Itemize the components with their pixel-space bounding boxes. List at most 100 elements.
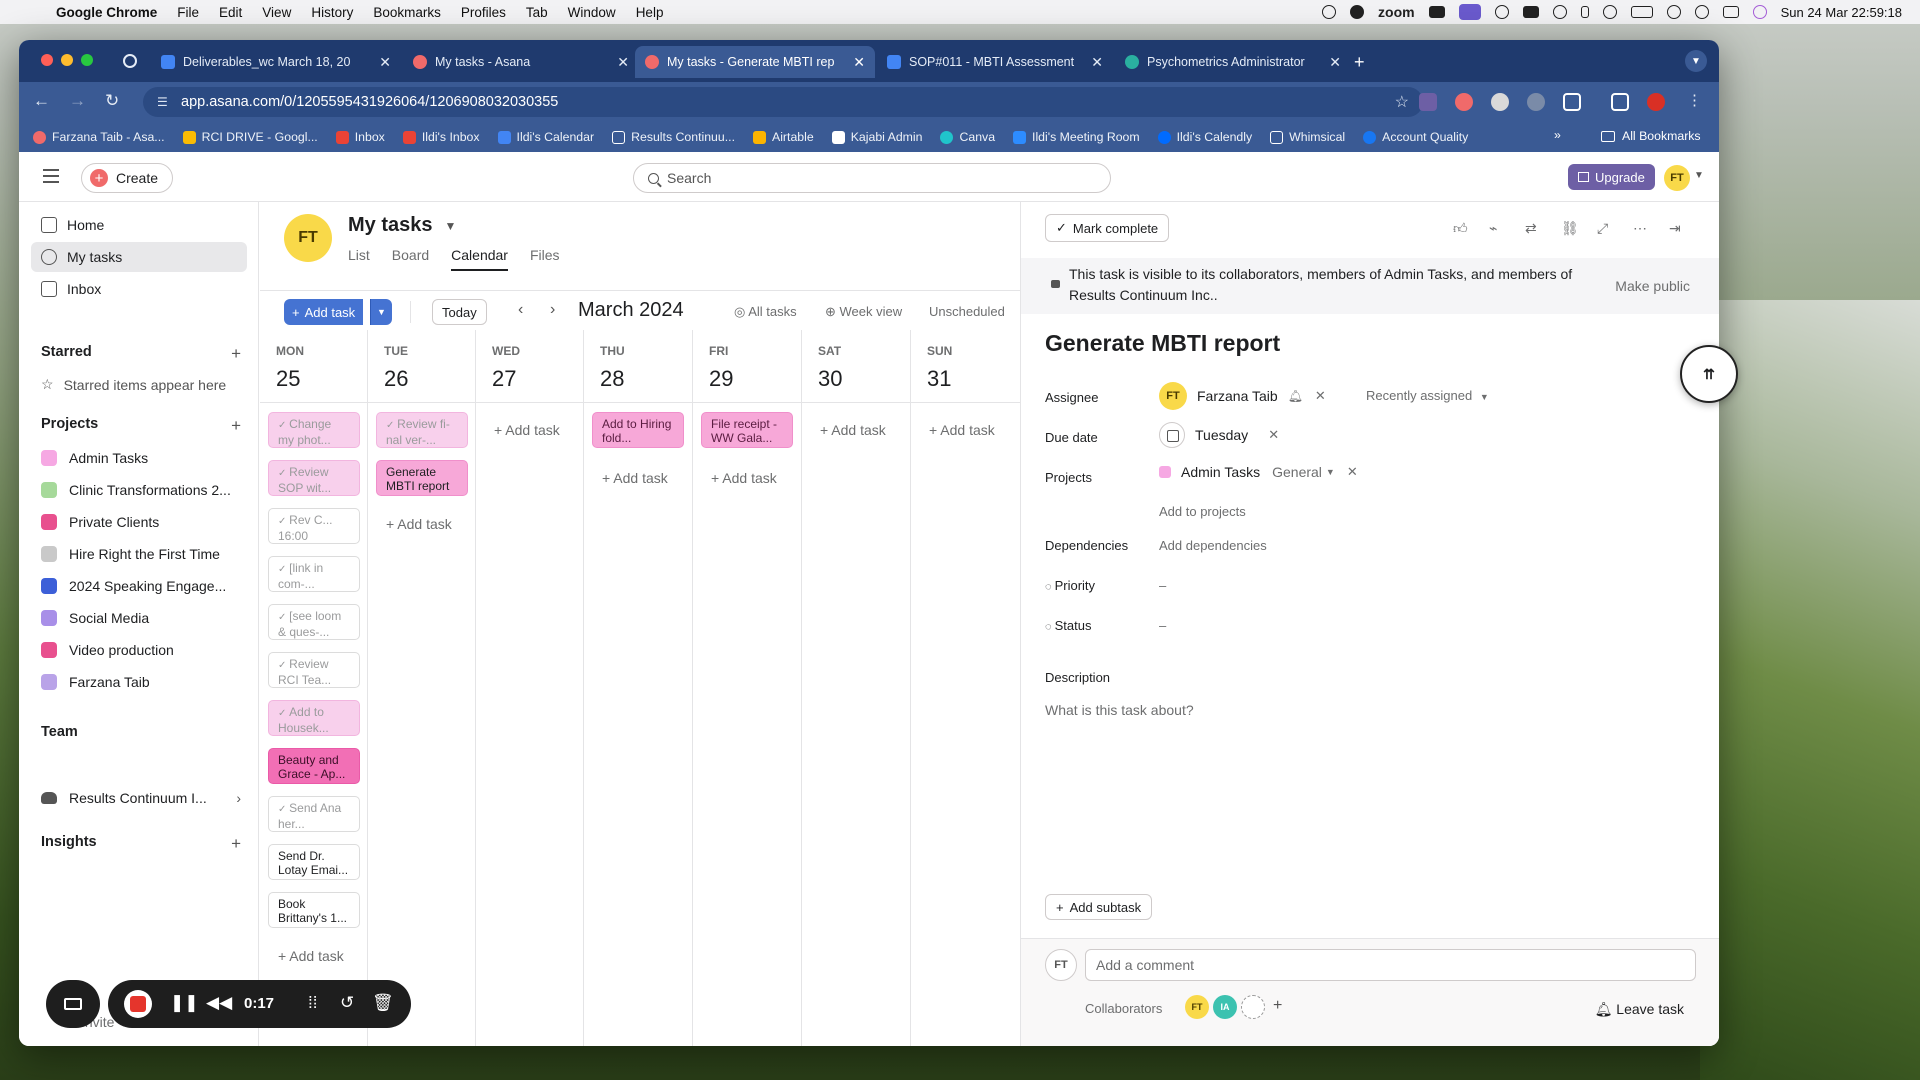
side-panel-icon[interactable]	[1611, 93, 1629, 111]
camera-toggle-button[interactable]	[46, 980, 100, 1028]
close-tab-icon[interactable]: ✕	[617, 53, 629, 70]
gear-icon[interactable]	[1350, 5, 1365, 19]
sidebar-item-inbox[interactable]: Inbox	[31, 274, 247, 304]
leave-task-button[interactable]: 🔔︎ Leave task	[1595, 1001, 1684, 1018]
search-input[interactable]: Search	[633, 163, 1111, 193]
menu-file[interactable]: File	[177, 4, 200, 20]
extension-icon[interactable]	[1527, 93, 1545, 111]
bookmark-item[interactable]: Results Continuu...	[612, 130, 735, 144]
description-input[interactable]: What is this task about?	[1045, 702, 1194, 718]
microphone-icon[interactable]	[1322, 5, 1337, 19]
close-pane-icon[interactable]: ⇥	[1669, 220, 1681, 236]
task-card[interactable]: [see loom & ques-...	[268, 604, 360, 640]
task-card[interactable]: [link in com-...	[268, 556, 360, 592]
create-button[interactable]: + Create	[81, 163, 174, 193]
task-card[interactable]: Send Ana her...	[268, 796, 360, 832]
bookmark-item[interactable]: RCI DRIVE - Googl...	[182, 130, 318, 144]
mark-complete-button[interactable]: ✓ Mark complete	[1045, 214, 1170, 242]
menu-edit[interactable]: Edit	[219, 4, 243, 20]
chevron-down-icon[interactable]: ▼	[1325, 467, 1335, 477]
sidebar-project[interactable]: Social Media	[41, 610, 241, 626]
task-card[interactable]: Rev C... 16:00	[268, 508, 360, 544]
menu-app-name[interactable]: Google Chrome	[56, 4, 158, 20]
chevron-left-icon[interactable]: ‹	[518, 301, 524, 318]
add-collaborator-icon[interactable]	[1241, 995, 1265, 1019]
sidebar-project[interactable]: Private Clients	[41, 514, 241, 530]
tab-psychometrics[interactable]: Psychometrics Administrator ✕	[1115, 46, 1351, 78]
add-task-inline[interactable]: + Add task	[278, 948, 344, 964]
stop-recording-button[interactable]	[124, 990, 152, 1018]
add-task-button[interactable]: + Add task	[284, 299, 364, 325]
close-window-icon[interactable]	[41, 54, 53, 66]
sidebar-project[interactable]: Video production	[41, 642, 241, 658]
menu-bookmarks[interactable]: Bookmarks	[373, 4, 441, 20]
bookmark-item[interactable]: Kajabi Admin	[831, 130, 922, 144]
bookmark-item[interactable]: Account Quality	[1363, 130, 1468, 144]
collaborator-avatar[interactable]: IA	[1213, 995, 1237, 1019]
floating-widget[interactable]: ⇈	[1680, 345, 1738, 403]
add-task-dropdown-button[interactable]: ▼	[370, 299, 392, 325]
creative-cloud-icon[interactable]	[1494, 5, 1509, 19]
like-icon[interactable]: 👍︎	[1453, 220, 1468, 236]
task-title[interactable]: Generate MBTI report	[1045, 330, 1281, 356]
car-icon[interactable]	[1522, 6, 1539, 18]
starred-heading[interactable]: Starred +	[41, 344, 241, 364]
chrome-menu-icon[interactable]: ⋮	[1687, 92, 1702, 109]
task-card[interactable]: Add to Housek...	[268, 700, 360, 736]
all-bookmarks-button[interactable]: All Bookmarks	[1601, 129, 1701, 143]
recording-tab-icon[interactable]	[123, 54, 137, 68]
add-task-inline[interactable]: + Add task	[602, 470, 668, 486]
pause-icon[interactable]: ❚❚	[170, 993, 199, 1012]
insights-heading[interactable]: Insights +	[41, 834, 241, 854]
back-icon[interactable]: ←	[33, 91, 50, 110]
wifi-icon[interactable]	[1666, 5, 1681, 19]
add-task-inline[interactable]: + Add task	[711, 470, 777, 486]
bookmark-item[interactable]: Inbox	[335, 130, 385, 144]
tab-generate-mbti[interactable]: My tasks - Generate MBTI rep ✕	[635, 46, 875, 78]
expand-icon[interactable]: ⤢	[1597, 220, 1609, 236]
grid-icon[interactable]: ⁞⁞	[308, 993, 318, 1012]
link-icon[interactable]: ⛓︎	[1561, 220, 1579, 236]
bookmark-item[interactable]: Ildi's Inbox	[402, 130, 480, 144]
chevron-right-icon[interactable]: ›	[236, 790, 241, 806]
assignee-field[interactable]: FT Farzana Taib 🔔︎ ✕	[1159, 382, 1326, 410]
sidebar-team-item[interactable]: Results Continuum I... ›	[41, 790, 241, 806]
site-info-icon[interactable]: ☰	[157, 95, 168, 109]
task-card[interactable]: Review fi-nal ver-...	[376, 412, 468, 448]
task-card[interactable]: Book Brittany's 1...	[268, 892, 360, 928]
menu-profiles[interactable]: Profiles	[460, 4, 506, 20]
projects-heading[interactable]: Projects +	[41, 416, 241, 436]
notification-icon[interactable]: 🔔︎	[1287, 389, 1303, 403]
upgrade-button[interactable]: Upgrade	[1568, 164, 1655, 190]
team-heading[interactable]: Team	[41, 724, 241, 740]
remove-assignee-icon[interactable]: ✕	[1314, 388, 1326, 403]
bookmark-item[interactable]: Canva	[940, 130, 995, 144]
bookmark-item[interactable]: Farzana Taib - Asa...	[33, 130, 165, 144]
sidebar-project[interactable]: Farzana Taib	[41, 674, 241, 690]
asana-extension-icon[interactable]	[1455, 93, 1473, 111]
play-icon[interactable]	[1552, 5, 1567, 19]
add-to-projects-button[interactable]: Add to projects	[1159, 504, 1246, 519]
bookmark-item[interactable]: Airtable	[753, 130, 814, 144]
menubar-clock[interactable]: Sun 24 Mar 22:59:18	[1780, 4, 1902, 20]
bookmark-item[interactable]: Ildi's Meeting Room	[1013, 130, 1140, 144]
task-card[interactable]: Beauty and Grace - Ap...	[268, 748, 360, 784]
siri-icon[interactable]	[1752, 5, 1767, 19]
menu-help[interactable]: Help	[635, 4, 664, 20]
task-card-selected[interactable]: Generate MBTI report	[376, 460, 468, 496]
screen-record-icon[interactable]	[1458, 4, 1481, 20]
hamburger-menu-icon[interactable]	[43, 169, 59, 183]
minimize-window-icon[interactable]	[61, 54, 73, 66]
tab-files[interactable]: Files	[529, 247, 560, 263]
reload-icon[interactable]: ↻	[105, 91, 120, 110]
menu-tab[interactable]: Tab	[525, 4, 548, 20]
priority-value[interactable]: –	[1159, 578, 1167, 593]
chevron-right-icon[interactable]: ›	[550, 301, 556, 318]
bookmark-star-icon[interactable]: ☆	[1394, 94, 1409, 111]
add-insights-icon[interactable]: +	[231, 834, 241, 853]
add-task-inline[interactable]: + Add task	[494, 422, 560, 438]
recently-assigned-dropdown[interactable]: Recently assigned ▼	[1366, 388, 1489, 403]
week-view-button[interactable]: ⊕ Week view	[825, 304, 902, 320]
user-icon[interactable]	[1602, 5, 1617, 19]
profile-icon[interactable]	[1647, 93, 1665, 111]
